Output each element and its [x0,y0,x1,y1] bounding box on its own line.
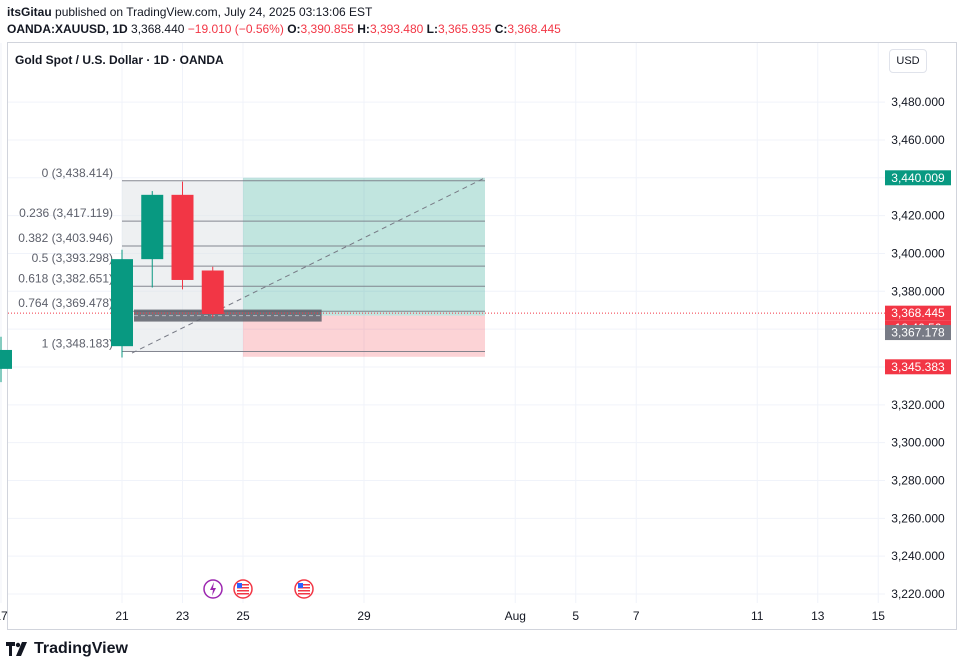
x-tick-label: 25 [236,609,250,623]
fib-label: 1 (3,348.183) [42,337,113,351]
flag-stripe [298,587,310,589]
candle-body [111,259,133,347]
flag-stripe [237,593,249,595]
symbol-label: OANDA:XAUUSD, 1D [7,22,128,36]
price-tag-label: 3,368.445 [891,306,945,320]
y-tick-label: 3,460.000 [891,133,945,147]
price-tag-label: 3,367.178 [891,326,945,340]
stop-zone [243,315,485,357]
last-price: 3,368.440 [131,22,185,36]
fib-label: 0.236 (3,417.119) [19,206,113,220]
y-tick-label: 3,480.000 [891,95,945,109]
flag-stripe [237,590,249,592]
open-value: 3,390.855 [300,22,354,36]
chart-frame [7,42,957,630]
brand-text: TradingView [34,640,128,657]
flag-canton [298,583,303,588]
y-tick-label: 3,380.000 [891,284,945,298]
author-name: itsGitau [7,5,52,19]
price-tag [885,305,951,321]
fib-label: 0.5 (3,393.298) [32,251,113,265]
flag-stripe [237,584,249,586]
y-tick-label: 3,300.000 [891,436,945,450]
publish-text: published on TradingView.com, July 24, 2… [55,5,373,19]
price-tag-label: 3,345.383 [891,360,945,374]
x-tick-label: 5 [572,609,579,623]
candle-body [141,194,164,260]
x-tick-label: Aug [505,609,526,623]
fib-label: 0.382 (3,403.946) [18,231,113,245]
flag-stripe [237,587,249,589]
high-value: 3,393.480 [369,22,424,36]
high-label: H: [357,22,370,36]
x-tick-label: 29 [357,609,371,623]
candle-body [0,349,12,369]
price-tag [885,359,951,375]
chart-title: Gold Spot / U.S. Dollar · 1D · OANDA [15,53,224,67]
y-tick-label: 3,280.000 [891,473,945,487]
y-tick-label: 3,260.000 [891,511,945,525]
flag-canton [237,583,242,588]
fib-label: 0.764 (3,369.478) [18,296,113,310]
us-flag-event-icon [294,579,314,599]
x-tick-label: 7 [633,609,640,623]
publish-info: itsGitau published on TradingView.com, J… [7,5,372,19]
candle-body [201,270,224,315]
y-tick-label: 3,240.000 [891,549,945,563]
open-label: O: [287,22,301,36]
lightning-glyph [210,582,216,596]
fib-label: 0.618 (3,382.651) [18,271,113,285]
price-tag [885,325,951,341]
us-flag-event-icon [233,579,253,599]
x-tick-label: 23 [176,609,190,623]
x-tick-label: 21 [115,609,129,623]
x-tick-label: 17 [0,609,8,623]
tradingview-logo-icon [6,642,27,656]
price-tag [885,170,951,186]
x-tick-label: 15 [872,609,886,623]
x-tick-label: 11 [751,609,764,623]
flag-stripe [298,590,310,592]
target-zone [243,177,485,316]
tradingview-logo[interactable]: TradingView [6,640,128,658]
flag-stripe [298,584,310,586]
y-tick-label: 3,320.000 [891,398,945,412]
change-value: −19.010 (−0.56%) [187,22,284,36]
x-tick-label: 13 [811,609,825,623]
fib-label: 0 (3,438.414) [42,166,113,180]
ohlc-line: OANDA:XAUUSD, 1D 3,368.440 −19.010 (−0.5… [7,22,561,36]
y-tick-label: 3,420.000 [891,209,945,223]
low-label: L: [426,22,438,36]
close-label: C: [494,22,508,36]
currency-button[interactable]: USD [889,49,927,73]
flag-stripe [298,593,310,595]
candle-body [171,194,194,280]
low-value: 3,365.935 [438,22,492,36]
y-tick-label: 3,400.000 [891,246,945,260]
price-tag-label: 3,440.009 [891,171,945,185]
trend-dashed-line [131,177,486,354]
y-tick-label: 3,220.000 [891,587,945,601]
close-value: 3,368.445 [507,22,561,36]
